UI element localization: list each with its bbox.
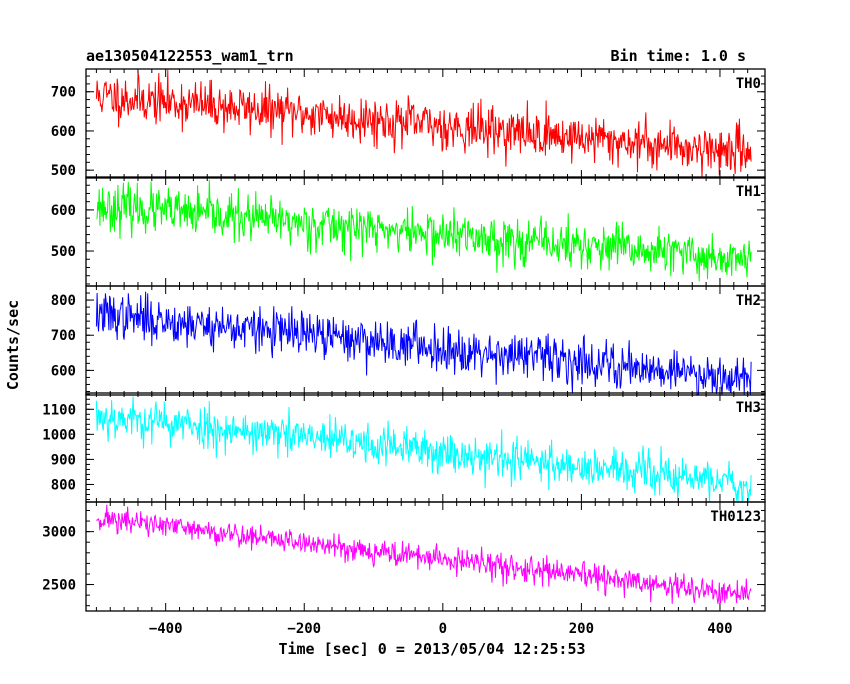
chart-title: ae130504122553_wam1_trn xyxy=(86,47,294,65)
x-axis-title: Time [sec] 0 = 2013/05/04 12:25:53 xyxy=(278,640,585,658)
y-tick-label: 700 xyxy=(51,85,76,101)
y-tick-label: 800 xyxy=(51,293,76,309)
panel-label: TH1 xyxy=(736,184,761,200)
panel-th2: 600 700 800 TH2 xyxy=(51,285,766,396)
series-line-th3 xyxy=(95,396,752,503)
y-tick-label: 1100 xyxy=(42,402,76,418)
series-line-th1 xyxy=(96,179,752,282)
y-tick-label: 600 xyxy=(51,363,76,379)
series-line-th0123 xyxy=(96,504,752,604)
x-tick-label: −400 xyxy=(149,621,183,637)
panel-th0123: 2500 3000 TH0123 xyxy=(42,501,766,612)
panel-frame xyxy=(85,285,766,396)
panels-layer: 500 600 700 TH0 500 600 TH1 600 700 800 TH2 800 900 1… xyxy=(42,68,766,637)
bin-time-label: Bin time: 1.0 s xyxy=(611,47,746,65)
y-tick-label: 900 xyxy=(51,452,76,468)
x-tick-label: 0 xyxy=(439,621,447,637)
y-tick-label: 2500 xyxy=(42,578,76,594)
panel-th0: 500 600 700 TH0 xyxy=(51,68,766,179)
y-tick-label: 600 xyxy=(51,124,76,140)
series-line-th2 xyxy=(95,291,752,396)
x-tick-label: −200 xyxy=(287,621,321,637)
panel-label: TH2 xyxy=(736,293,761,309)
panel-th3: 800 900 1000 1100 TH3 xyxy=(42,392,766,503)
panel-label: TH0123 xyxy=(710,509,761,525)
y-tick-label: 1000 xyxy=(42,427,76,443)
panel-th1: 500 600 TH1 xyxy=(51,176,766,287)
y-axis-title: Counts/sec xyxy=(4,300,22,390)
x-tick-label: 200 xyxy=(569,621,594,637)
y-tick-label: 700 xyxy=(51,328,76,344)
panel-frame xyxy=(85,501,766,612)
y-tick-label: 500 xyxy=(51,163,76,179)
y-tick-label: 3000 xyxy=(42,525,76,541)
y-tick-label: 600 xyxy=(51,203,76,219)
y-tick-label: 800 xyxy=(51,477,76,493)
panel-label: TH3 xyxy=(736,400,761,416)
series-line-th0 xyxy=(95,69,752,179)
x-tick-label: 400 xyxy=(707,621,732,637)
y-tick-label: 500 xyxy=(51,244,76,260)
panel-label: TH0 xyxy=(736,76,761,92)
panel-frame xyxy=(85,68,766,179)
